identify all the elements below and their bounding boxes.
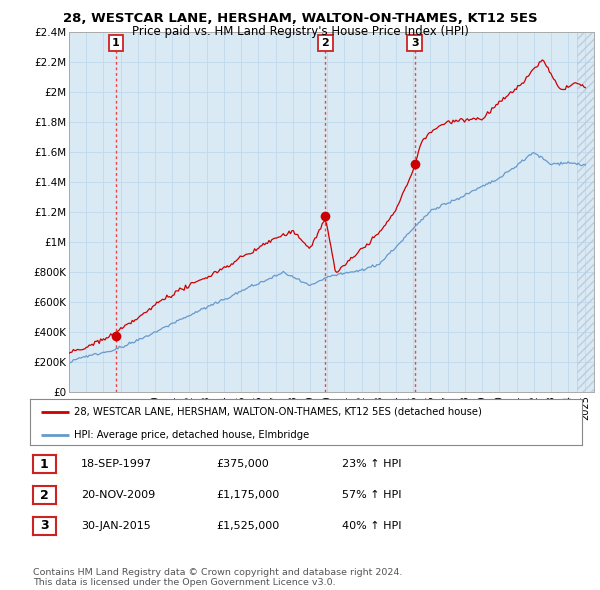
- Text: 30-JAN-2015: 30-JAN-2015: [81, 521, 151, 530]
- Text: 57% ↑ HPI: 57% ↑ HPI: [342, 490, 401, 500]
- Text: 3: 3: [411, 38, 418, 48]
- Text: 23% ↑ HPI: 23% ↑ HPI: [342, 460, 401, 469]
- Text: 2: 2: [322, 38, 329, 48]
- Text: 28, WESTCAR LANE, HERSHAM, WALTON-ON-THAMES, KT12 5ES (detached house): 28, WESTCAR LANE, HERSHAM, WALTON-ON-THA…: [74, 407, 482, 417]
- Text: 40% ↑ HPI: 40% ↑ HPI: [342, 521, 401, 530]
- Text: HPI: Average price, detached house, Elmbridge: HPI: Average price, detached house, Elmb…: [74, 430, 310, 440]
- Text: 1: 1: [112, 38, 119, 48]
- Text: £1,175,000: £1,175,000: [216, 490, 279, 500]
- Text: £375,000: £375,000: [216, 460, 269, 469]
- Text: 3: 3: [40, 519, 49, 532]
- Text: 20-NOV-2009: 20-NOV-2009: [81, 490, 155, 500]
- Text: 2: 2: [40, 489, 49, 502]
- Text: Contains HM Land Registry data © Crown copyright and database right 2024.
This d: Contains HM Land Registry data © Crown c…: [33, 568, 403, 587]
- Text: 28, WESTCAR LANE, HERSHAM, WALTON-ON-THAMES, KT12 5ES: 28, WESTCAR LANE, HERSHAM, WALTON-ON-THA…: [62, 12, 538, 25]
- Text: £1,525,000: £1,525,000: [216, 521, 279, 530]
- Text: 18-SEP-1997: 18-SEP-1997: [81, 460, 152, 469]
- Text: 1: 1: [40, 458, 49, 471]
- Text: Price paid vs. HM Land Registry's House Price Index (HPI): Price paid vs. HM Land Registry's House …: [131, 25, 469, 38]
